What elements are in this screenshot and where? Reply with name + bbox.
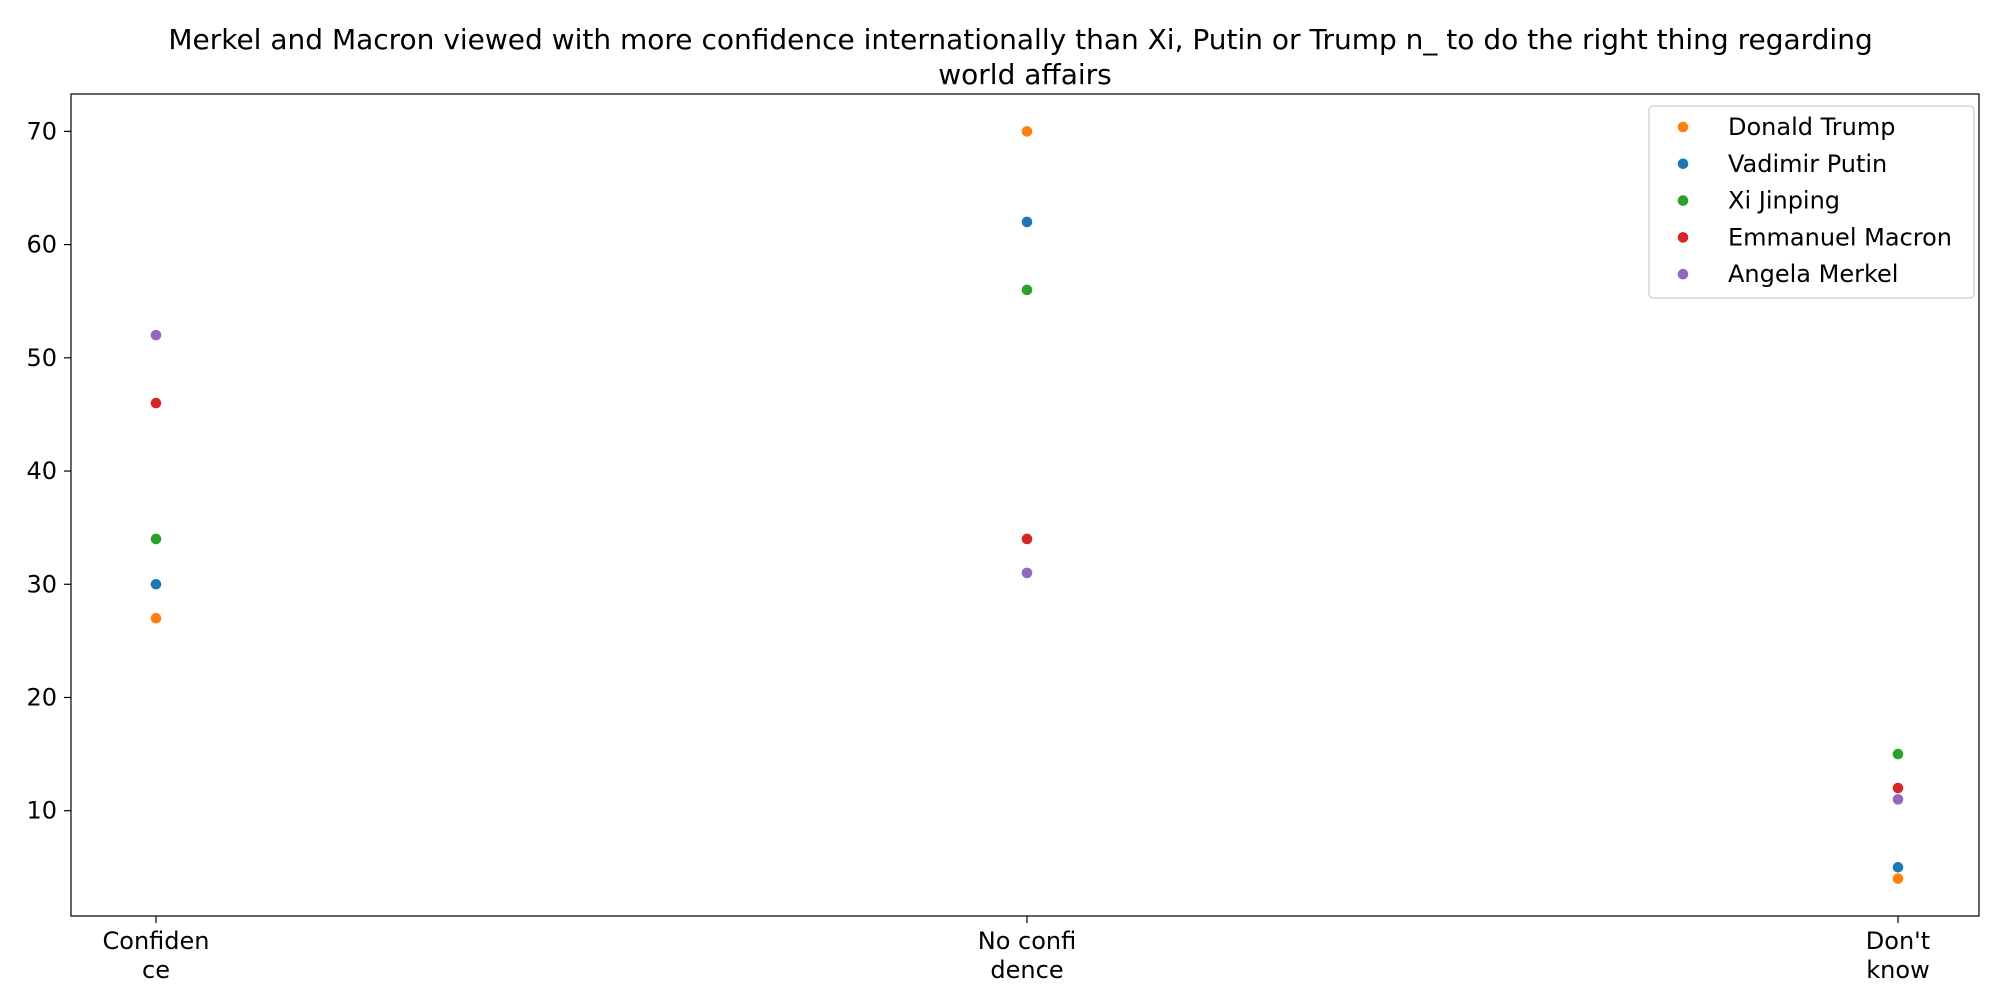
legend-label: Angela Merkel [1728, 260, 1898, 288]
legend-label: Vadimir Putin [1728, 150, 1887, 178]
x-tick-label-line: dence [990, 956, 1063, 984]
legend-marker [1677, 195, 1689, 206]
y-tick-label: 50 [26, 344, 57, 372]
y-tick-label: 70 [26, 117, 57, 145]
x-axis: Confiden ce No confi dence Don't know [103, 916, 1930, 984]
y-tick-label: 20 [26, 683, 57, 711]
legend-marker [1677, 268, 1689, 280]
x-tick-label-line: know [1866, 956, 1929, 984]
data-point [150, 329, 162, 341]
legend-box [1648, 105, 1975, 299]
legend-label: Donald Trump [1728, 113, 1895, 141]
x-tick-label-line: Don't [1866, 927, 1930, 955]
legend-marker [1677, 232, 1689, 243]
data-point [1021, 284, 1033, 296]
x-tick-label-line: Confiden [103, 927, 210, 955]
data-point [150, 533, 162, 545]
y-tick-label: 60 [26, 231, 57, 259]
legend-marker [1677, 158, 1689, 170]
data-point [1892, 862, 1904, 873]
data-point [1892, 748, 1904, 760]
legend-label: Emmanuel Macron [1728, 223, 1952, 251]
data-point [150, 612, 162, 624]
y-tick-label: 10 [26, 797, 57, 825]
data-points [150, 126, 1904, 884]
data-point [1892, 873, 1904, 884]
legend-marker [1677, 121, 1689, 133]
chart-title: Merkel and Macron viewed with more confi… [168, 23, 1881, 91]
data-point [1892, 794, 1904, 805]
data-point [1021, 216, 1033, 228]
data-point [1892, 782, 1904, 794]
data-point [1021, 126, 1033, 137]
data-point [1021, 567, 1033, 579]
x-tick-label: Confiden ce [103, 927, 210, 984]
chart-title-line-1: Merkel and Macron viewed with more confi… [168, 23, 1872, 56]
chart-title-line-2: world affairs [938, 58, 1111, 91]
x-tick-label-line: ce [142, 956, 170, 984]
data-point [150, 578, 162, 590]
x-tick-label-line: No confi [978, 927, 1076, 955]
y-tick-label: 40 [26, 457, 57, 485]
data-point [1021, 533, 1033, 545]
plot-frame [70, 93, 1980, 917]
legend: Donald Trump Vadimir Putin Xi Jinping Emman… [1648, 105, 1975, 299]
x-tick-label: No confi dence [978, 927, 1076, 984]
legend-entries: Donald Trump Vadimir Putin Xi Jinping Emman… [1677, 113, 1952, 288]
legend-label: Xi Jinping [1728, 187, 1840, 215]
x-tick-label: Don't know [1866, 927, 1930, 984]
y-axis: 10 20 30 40 50 60 70 [26, 117, 71, 825]
data-point [150, 397, 162, 409]
y-tick-label: 30 [26, 570, 57, 598]
